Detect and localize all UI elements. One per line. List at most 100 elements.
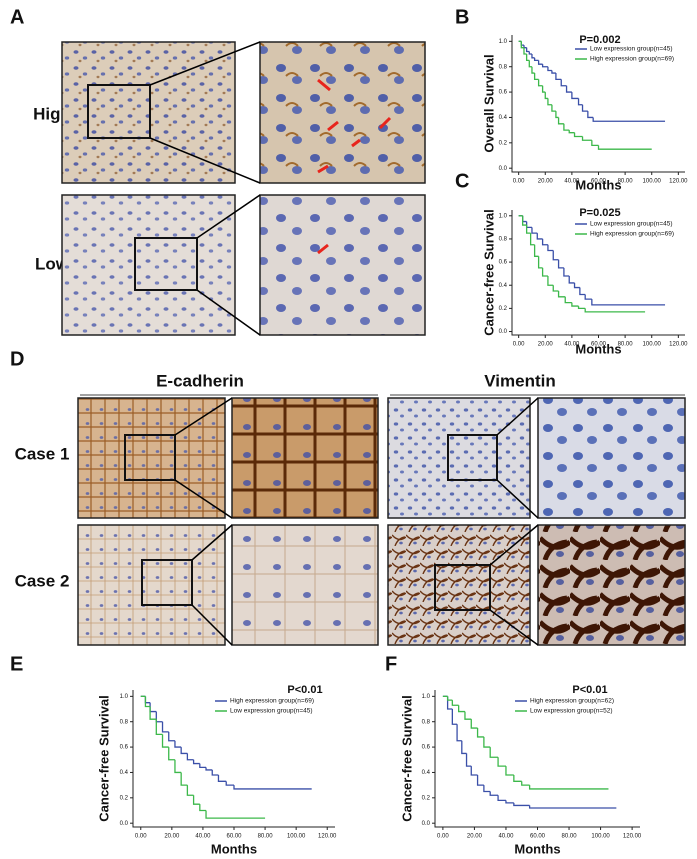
- chart-title: P<0.01: [572, 684, 607, 696]
- survival-step: [174, 759, 182, 774]
- x-tick-label: 40.00: [195, 834, 211, 840]
- y-tick-label: 0.4: [499, 283, 508, 289]
- x-tick-label: 60.00: [591, 342, 607, 348]
- survival-step: [225, 781, 234, 786]
- survival-step: [461, 740, 467, 755]
- survival-step: [520, 41, 524, 49]
- survival-step: [568, 275, 575, 284]
- zoom-box: [87, 84, 151, 139]
- survival-step: [597, 145, 652, 150]
- y-tick-label: 1.0: [422, 694, 431, 700]
- survival-step: [497, 795, 506, 802]
- panel-letter: F: [385, 653, 397, 675]
- survival-step: [533, 57, 539, 62]
- zoom-line: [191, 524, 233, 646]
- x-tick-label: 20.00: [538, 342, 554, 348]
- survival-step: [547, 66, 552, 72]
- legend-label: Low expression group(n=52): [530, 708, 613, 715]
- survival-step: [581, 136, 592, 141]
- survival-step: [529, 233, 535, 246]
- survival-step: [180, 747, 188, 755]
- survival-step: [155, 719, 163, 736]
- survival-step: [199, 804, 207, 812]
- panel-letter: D: [10, 348, 24, 370]
- survival-step: [168, 747, 175, 761]
- y-axis-label: Overall Survival: [481, 54, 496, 152]
- micrograph: [387, 524, 531, 646]
- panel-letter: B: [455, 6, 469, 28]
- row-label: Case 1: [15, 444, 70, 463]
- legend-label: Low expression group(n=45): [590, 46, 673, 53]
- survival-step: [446, 696, 453, 710]
- survival-step: [557, 291, 566, 298]
- survival-step: [451, 709, 458, 725]
- survival-step: [483, 785, 491, 793]
- survival-step: [205, 810, 266, 819]
- survival-step: [591, 140, 599, 147]
- legend-label: Low expression group(n=45): [230, 708, 313, 715]
- survival-step: [458, 705, 465, 713]
- legend-label: High expression group(n=62): [530, 698, 614, 705]
- survival-step: [587, 111, 594, 119]
- survival-step: [563, 123, 570, 131]
- survival-step: [577, 306, 586, 310]
- survival-step: [192, 795, 200, 805]
- survival-step: [551, 104, 556, 112]
- survival-step: [505, 800, 514, 804]
- y-tick-label: 0.8: [422, 719, 431, 725]
- survival-step: [552, 250, 559, 261]
- y-tick-label: 0.4: [422, 770, 431, 776]
- axis: [511, 210, 685, 336]
- survival-step: [557, 117, 564, 125]
- row-label: Low: [35, 254, 70, 273]
- survival-step: [489, 791, 499, 796]
- survival-step: [547, 244, 554, 252]
- survival-step: [470, 719, 478, 729]
- x-tick-label: 0.00: [135, 834, 147, 840]
- survival-step: [483, 736, 491, 748]
- x-tick-label: 20.00: [538, 179, 554, 185]
- survival-step: [555, 111, 559, 119]
- survival-step: [446, 696, 453, 701]
- y-tick-label: 0.2: [120, 795, 129, 801]
- survival-step: [541, 85, 546, 93]
- chart-title: P=0.025: [579, 207, 620, 219]
- legend-label: High expression group(n=69): [590, 231, 674, 238]
- survival-step: [551, 70, 556, 74]
- y-tick-label: 0.4: [120, 770, 129, 776]
- survival-step: [544, 92, 548, 100]
- survival-step: [155, 711, 163, 723]
- survival-step: [217, 774, 227, 782]
- arrows: [317, 78, 392, 255]
- chart-title: P=0.002: [579, 34, 620, 46]
- y-tick-label: 0.8: [120, 719, 129, 725]
- legend-label: High expression group(n=69): [590, 56, 674, 63]
- survival-step: [537, 60, 543, 65]
- x-tick-label: 120.00: [669, 342, 688, 348]
- survival-step: [161, 734, 169, 748]
- survival-step: [555, 73, 562, 81]
- survival-step: [552, 285, 559, 292]
- zoom-line: [174, 397, 233, 519]
- micrograph: [231, 397, 379, 519]
- x-tick-label: 40.00: [564, 342, 580, 348]
- y-axis-label: Cancer-free Survival: [96, 695, 111, 821]
- y-tick-label: 1.0: [499, 213, 508, 219]
- survival-step: [451, 700, 459, 706]
- y-tick-label: 0.0: [499, 166, 508, 172]
- y-tick-label: 0.2: [499, 140, 508, 146]
- survival-step: [564, 296, 572, 304]
- micrograph: [61, 41, 236, 184]
- survival-step: [571, 92, 579, 100]
- x-tick-label: 100.00: [643, 179, 662, 185]
- y-tick-label: 0.2: [422, 795, 431, 801]
- survival-step: [533, 244, 539, 257]
- survival-step: [533, 73, 539, 81]
- survival-step: [144, 696, 151, 708]
- survival-step: [579, 287, 586, 296]
- x-axis-label: Months: [575, 177, 621, 192]
- survival-step: [174, 740, 182, 748]
- survival-step: [568, 130, 575, 134]
- survival-step: [186, 785, 194, 796]
- survival-step: [557, 259, 564, 269]
